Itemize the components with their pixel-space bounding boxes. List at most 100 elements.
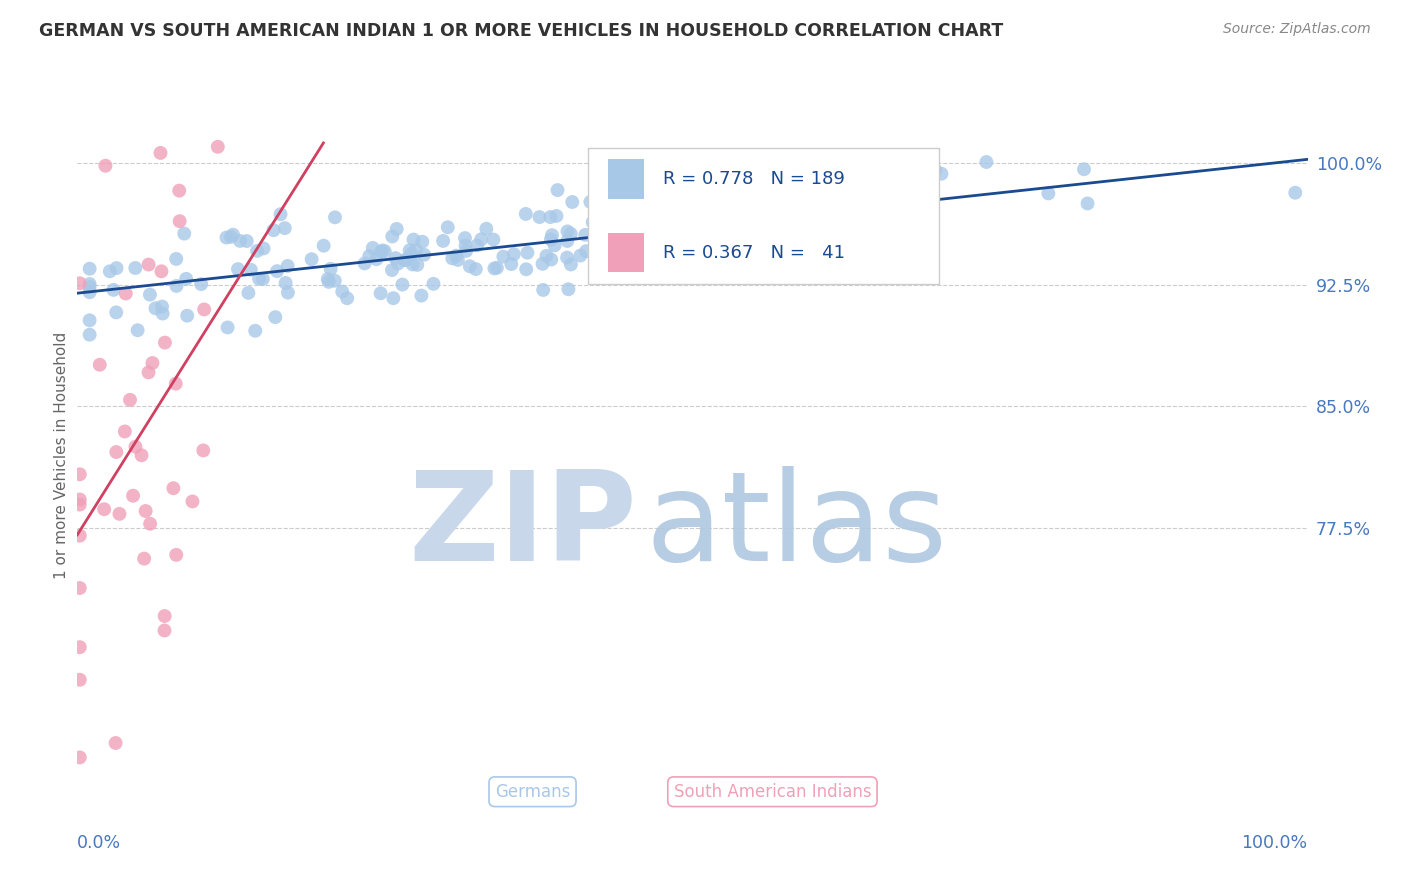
Point — [669, 227, 692, 241]
Point — [454, 231, 477, 245]
Point — [1073, 162, 1095, 177]
Point — [631, 221, 654, 235]
Point — [641, 203, 664, 218]
Point — [336, 291, 359, 305]
Point — [153, 624, 176, 638]
Point — [139, 287, 162, 301]
Point — [215, 230, 238, 244]
Point — [515, 207, 537, 221]
Point — [190, 277, 212, 292]
Point — [394, 253, 416, 268]
Point — [546, 209, 568, 223]
Point — [543, 238, 565, 252]
Point — [141, 356, 163, 370]
Point — [456, 244, 478, 258]
Point — [579, 194, 602, 209]
Point — [617, 231, 640, 245]
Point — [69, 750, 91, 764]
Point — [785, 203, 807, 218]
Point — [381, 263, 404, 277]
Point — [413, 248, 436, 262]
Point — [623, 213, 645, 227]
Point — [540, 232, 562, 246]
Point — [441, 252, 464, 266]
Point — [246, 244, 269, 258]
Point — [600, 224, 623, 238]
Point — [323, 274, 346, 288]
Point — [385, 222, 408, 236]
Point — [138, 365, 160, 379]
Point — [124, 440, 146, 454]
Point — [384, 251, 406, 265]
Point — [105, 445, 128, 459]
Point — [664, 247, 686, 261]
Point — [150, 300, 173, 314]
Point — [531, 283, 554, 297]
Point — [316, 272, 339, 286]
Point — [193, 443, 215, 458]
Point — [235, 234, 257, 248]
Point — [114, 425, 136, 439]
Point — [723, 207, 745, 221]
Point — [165, 548, 187, 562]
Point — [749, 209, 772, 223]
Point — [724, 225, 747, 239]
Point — [370, 286, 392, 301]
Point — [502, 247, 524, 261]
Point — [555, 234, 578, 248]
Point — [165, 376, 187, 391]
Point — [169, 214, 191, 228]
Point — [724, 199, 747, 213]
Point — [912, 186, 935, 200]
Text: GERMAN VS SOUTH AMERICAN INDIAN 1 OR MORE VEHICLES IN HOUSEHOLD CORRELATION CHAR: GERMAN VS SOUTH AMERICAN INDIAN 1 OR MOR… — [39, 22, 1004, 40]
Text: South American Indians: South American Indians — [673, 783, 872, 801]
Point — [108, 507, 131, 521]
Point — [696, 186, 718, 201]
Point — [574, 227, 596, 242]
Point — [672, 241, 695, 255]
Point — [277, 259, 299, 273]
Point — [733, 231, 755, 245]
Point — [98, 264, 121, 278]
Point — [247, 272, 270, 286]
Point — [319, 261, 342, 276]
Point — [762, 227, 785, 241]
Point — [557, 282, 579, 296]
Point — [402, 233, 425, 247]
Point — [531, 257, 554, 271]
Point — [828, 236, 851, 251]
Bar — [607, 160, 644, 199]
Point — [924, 163, 946, 178]
Point — [370, 244, 392, 259]
Point — [353, 256, 375, 270]
Point — [411, 235, 433, 249]
Point — [475, 221, 498, 235]
Point — [1038, 186, 1060, 201]
Point — [485, 260, 508, 275]
Point — [135, 504, 157, 518]
Point — [114, 286, 136, 301]
Point — [401, 257, 423, 271]
Point — [609, 240, 631, 254]
Point — [1077, 196, 1099, 211]
Point — [444, 249, 467, 263]
Point — [666, 215, 689, 229]
Point — [401, 247, 423, 261]
Point — [492, 250, 515, 264]
Point — [851, 185, 873, 199]
Point — [371, 244, 394, 258]
Point — [596, 218, 619, 232]
Point — [274, 276, 297, 290]
Point — [105, 305, 128, 319]
Point — [560, 257, 582, 271]
Point — [193, 302, 215, 317]
Point — [359, 249, 381, 263]
Text: Germans: Germans — [495, 783, 571, 801]
Point — [69, 277, 91, 291]
Point — [94, 159, 117, 173]
Point — [617, 201, 640, 215]
Point — [245, 324, 267, 338]
Point — [69, 640, 91, 655]
Point — [464, 262, 486, 277]
Point — [134, 551, 156, 566]
